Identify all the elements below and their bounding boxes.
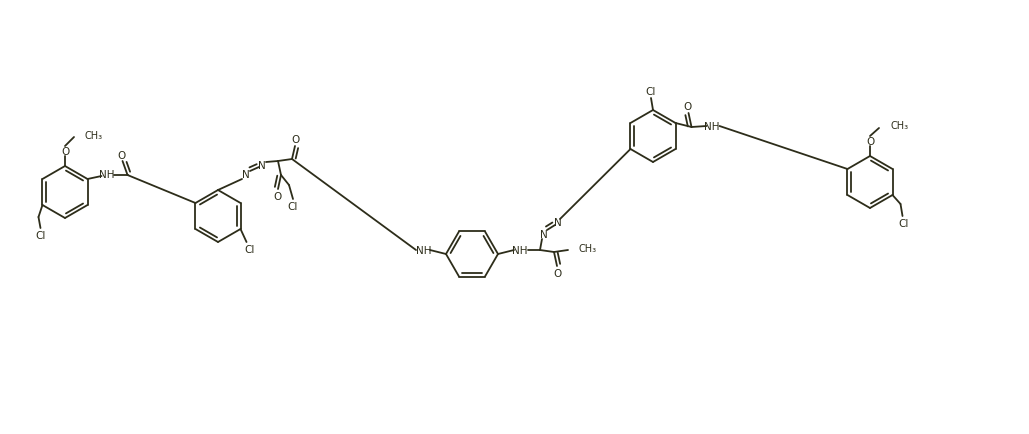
- Text: O: O: [61, 147, 69, 157]
- Text: CH₃: CH₃: [890, 121, 909, 131]
- Text: O: O: [273, 191, 281, 201]
- Text: NH: NH: [704, 122, 719, 132]
- Text: O: O: [865, 137, 874, 147]
- Text: CH₃: CH₃: [578, 243, 596, 253]
- Text: N: N: [555, 217, 562, 227]
- Text: O: O: [553, 268, 561, 278]
- Text: NH: NH: [99, 170, 114, 180]
- Text: NH: NH: [512, 246, 528, 256]
- Text: N: N: [258, 161, 265, 171]
- Text: Cl: Cl: [646, 87, 657, 97]
- Text: Cl: Cl: [35, 230, 45, 240]
- Text: O: O: [683, 102, 691, 112]
- Text: CH₃: CH₃: [84, 131, 102, 141]
- Text: O: O: [117, 151, 126, 161]
- Text: N: N: [242, 170, 250, 180]
- Text: NH: NH: [417, 246, 432, 256]
- Text: Cl: Cl: [288, 201, 298, 211]
- Text: Cl: Cl: [244, 244, 255, 254]
- Text: N: N: [540, 230, 547, 240]
- Text: O: O: [291, 135, 299, 145]
- Text: Cl: Cl: [898, 218, 909, 228]
